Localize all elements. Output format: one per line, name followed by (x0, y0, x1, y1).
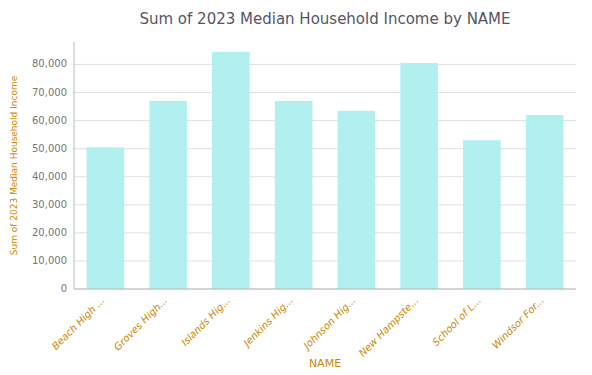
bar (400, 63, 438, 289)
x-tick-label: School of L... (430, 295, 483, 348)
bar (87, 147, 125, 289)
x-tick-label: Groves High... (112, 295, 170, 353)
bar (526, 115, 564, 289)
y-grid (74, 64, 576, 289)
bar (212, 52, 250, 289)
y-axis-label: Sum of 2023 Median Household Income (9, 75, 19, 255)
grid-line (74, 92, 576, 93)
y-axis-line (74, 42, 75, 289)
bar (149, 101, 187, 289)
x-axis-line (74, 289, 576, 290)
chart-container: 0 10,000 20,000 30,000 40,000 50,000 60,000 70,… (0, 0, 592, 375)
y-tick-label: 60,000 (32, 115, 67, 126)
x-tick-label: New Hampste... (357, 295, 421, 359)
bar (338, 111, 376, 289)
bar (275, 101, 313, 289)
x-tick-label: Johnson Hig... (300, 295, 358, 353)
x-axis-label: NAME (309, 357, 341, 370)
y-tick-label: 30,000 (32, 199, 67, 210)
y-tick-label: 50,000 (32, 143, 67, 154)
x-tick-label: Islands Hig... (179, 295, 232, 348)
y-tick-label: 80,000 (32, 58, 67, 69)
y-tick-label: 0 (61, 283, 67, 294)
grid-line (74, 289, 576, 290)
y-tick-label: 40,000 (32, 171, 67, 182)
chart-svg: 0 10,000 20,000 30,000 40,000 50,000 60,000 70,… (0, 0, 592, 375)
chart-title: Sum of 2023 Median Household Income by N… (139, 10, 510, 28)
bars (87, 52, 564, 289)
y-tick-label: 10,000 (32, 255, 67, 266)
y-tick-label: 20,000 (32, 227, 67, 238)
bar (463, 140, 501, 289)
y-tick-label: 70,000 (32, 87, 67, 98)
x-tick-label: Beach High ... (50, 295, 107, 352)
x-tick-label: Jenkins Hig... (240, 295, 295, 350)
x-tick-label: Windsor For... (490, 295, 546, 351)
grid-line (74, 64, 576, 65)
